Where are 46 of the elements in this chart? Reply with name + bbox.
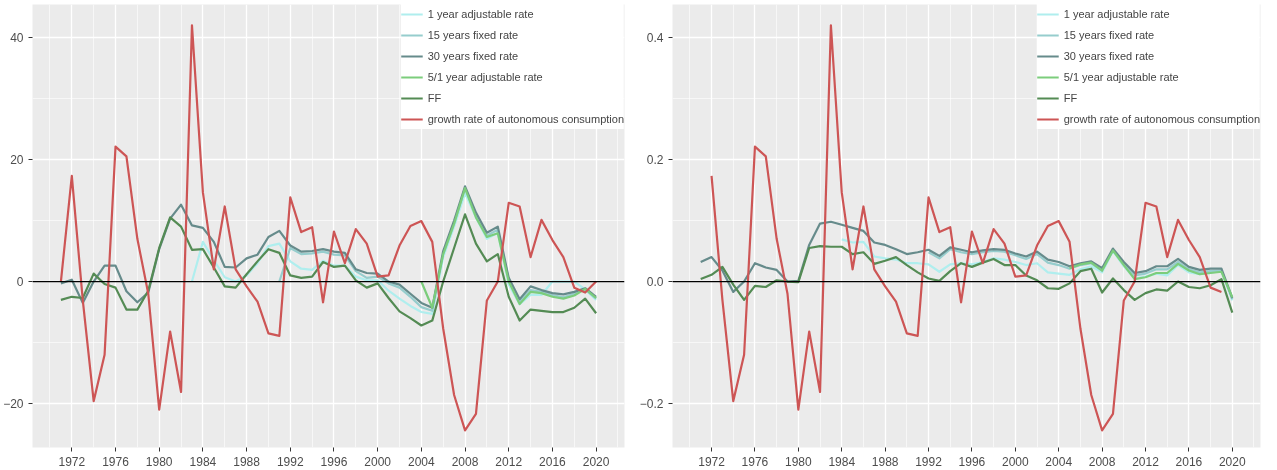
y-tick-label: 0.2 (646, 152, 664, 167)
x-tick-label: 2016 (1175, 454, 1203, 469)
x-tick-label: 1976 (741, 454, 769, 469)
x-tick-label: 2012 (495, 454, 523, 469)
x-tick-label: 1976 (102, 454, 130, 469)
x-tick-label: 1992 (276, 454, 304, 469)
legend-label: 1 year adjustable rate (427, 7, 534, 22)
x-tick-label: 2000 (364, 454, 392, 469)
x-tick-label: 2004 (407, 454, 436, 469)
x-tick-label: 1988 (233, 454, 261, 469)
x-tick-label: 1980 (785, 454, 813, 469)
legend-label: 30 years fixed rate (427, 49, 519, 64)
legend-label: 15 years fixed rate (1063, 28, 1155, 43)
legend-label: 30 years fixed rate (1063, 49, 1155, 64)
legend-label: FF (427, 91, 443, 106)
x-tick-label: 2000 (1001, 454, 1029, 469)
x-tick-label: 2008 (1088, 454, 1116, 469)
legend-label: 1 year adjustable rate (1063, 7, 1170, 22)
legend-label: 15 years fixed rate (427, 28, 519, 43)
y-tick-label: −20 (3, 397, 24, 412)
legend-label: growth rate of autonomous consumption (427, 112, 624, 127)
x-tick-label: 1980 (145, 454, 173, 469)
y-tick-label: 0.0 (646, 275, 664, 290)
x-tick-label: 2008 (451, 454, 479, 469)
x-tick-label: 2020 (1218, 454, 1246, 469)
x-tick-label: 1996 (320, 454, 348, 469)
y-tick-label: 0 (16, 275, 24, 290)
x-tick-label: 2012 (1132, 454, 1160, 469)
legend-label: 5/1 year adjustable rate (427, 70, 543, 85)
x-tick-label: 1972 (58, 454, 86, 469)
legend-label: FF (1063, 91, 1079, 106)
y-tick-label: 20 (10, 152, 24, 167)
y-tick-label: 0.4 (646, 30, 664, 45)
x-tick-label: 1996 (958, 454, 986, 469)
x-tick-label: 1972 (698, 454, 726, 469)
x-tick-label: 1988 (871, 454, 899, 469)
x-tick-label: 2016 (539, 454, 567, 469)
x-tick-label: 1984 (189, 454, 217, 469)
legend-label: 5/1 year adjustable rate (1063, 70, 1179, 85)
x-tick-label: 1984 (828, 454, 856, 469)
x-tick-label: 2004 (1045, 454, 1073, 469)
x-tick-label: 1992 (915, 454, 943, 469)
y-tick-label: −0.2 (639, 397, 664, 412)
x-tick-label: 2020 (582, 454, 610, 469)
y-tick-label: 40 (10, 30, 24, 45)
legend-label: growth rate of autonomous consumption (1063, 112, 1260, 127)
